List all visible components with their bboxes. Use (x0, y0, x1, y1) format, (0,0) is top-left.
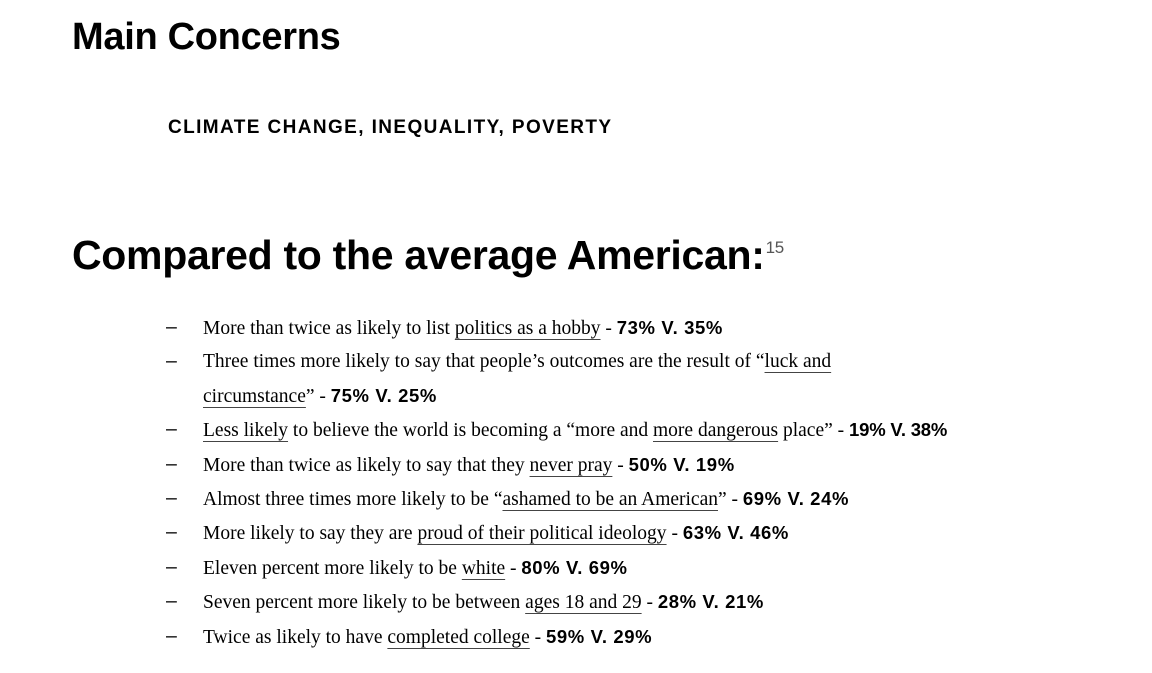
footnote-marker: 15 (765, 238, 785, 257)
finding-link[interactable]: never pray (529, 454, 613, 476)
finding-stat: 59% V. 29% (546, 625, 653, 647)
finding-text: Three times more likely to say that peop… (203, 351, 765, 373)
finding-separator: - (600, 318, 617, 339)
finding-link[interactable]: proud of their political ideology (417, 523, 667, 545)
list-item: – More than twice as likely to say that t… (166, 448, 1126, 482)
finding-stat: 73% V. 35% (616, 317, 723, 338)
finding-stat: 19% V. 38% (849, 419, 948, 441)
list-item: – Twice as likely to have completed colle… (166, 620, 1126, 654)
finding-separator: - (641, 592, 658, 614)
finding-link[interactable]: politics as a hobby (454, 318, 601, 339)
list-item: – Eleven percent more likely to be white … (166, 551, 1126, 585)
finding-stat: 50% V. 19% (628, 453, 735, 475)
finding-link[interactable]: ashamed to be an American (502, 489, 718, 511)
list-item: – More than twice as likely to list polit… (166, 311, 1126, 345)
list-item: – More likely to say they are proud of th… (166, 516, 1126, 550)
list-item: – Less likely to believe the world is bec… (166, 413, 1126, 447)
finding-stat: 75% V. 25% (330, 384, 437, 406)
finding-text: to believe the world is becoming a “more… (288, 420, 653, 442)
bullet-dash: – (166, 316, 177, 338)
bullet-dash: – (166, 555, 177, 578)
bullet-dash: – (166, 521, 177, 544)
bullet-dash: – (166, 590, 177, 613)
finding-stat: 63% V. 46% (682, 522, 789, 544)
list-item: – Seven percent more likely to be between… (166, 585, 1126, 619)
bullet-dash: – (166, 624, 177, 647)
finding-link[interactable]: more dangerous (653, 420, 779, 442)
finding-separator: - (612, 454, 629, 476)
finding-separator: - (505, 557, 522, 579)
page-title: Main Concerns (72, 16, 341, 58)
finding-text: More than twice as likely to list (203, 318, 455, 339)
finding-link[interactable]: Less likely (203, 420, 289, 442)
finding-separator: - (666, 523, 683, 545)
finding-link[interactable]: white (461, 557, 506, 579)
section-heading-text: Compared to the average American: (72, 232, 765, 278)
finding-text: Twice as likely to have (203, 626, 388, 648)
main-concerns-list: CLIMATE CHANGE, INEQUALITY, POVERTY (168, 117, 613, 138)
finding-link-continued[interactable]: circumstance (203, 385, 306, 407)
finding-separator: place” - (778, 420, 850, 442)
finding-separator: - (529, 626, 547, 648)
finding-separator: ” - (717, 489, 743, 511)
finding-text: More likely to say they are (203, 523, 418, 545)
section-heading: Compared to the average American:15 (72, 232, 784, 279)
finding-link[interactable]: ages 18 and 29 (525, 592, 642, 614)
finding-text: Almost three times more likely to be “ (203, 489, 503, 511)
finding-text: More than twice as likely to say that th… (203, 454, 530, 476)
bullet-dash: – (166, 452, 177, 475)
bullet-dash: – (166, 350, 177, 373)
list-item: – Almost three times more likely to be “a… (166, 482, 1126, 516)
bullet-dash: – (166, 418, 177, 441)
finding-stat: 80% V. 69% (521, 556, 628, 578)
finding-stat: 69% V. 24% (742, 488, 850, 510)
finding-text: Seven percent more likely to be between (203, 592, 526, 614)
finding-stat: 28% V. 21% (657, 591, 764, 613)
list-item: – Three times more likely to say that peo… (166, 345, 1126, 413)
finding-separator: ” - (305, 385, 331, 407)
finding-link[interactable]: luck and (764, 351, 832, 373)
finding-text: Eleven percent more likely to be (203, 557, 462, 579)
findings-list: – More than twice as likely to list polit… (166, 311, 1126, 654)
finding-link[interactable]: completed college (387, 626, 530, 648)
bullet-dash: – (166, 487, 177, 510)
